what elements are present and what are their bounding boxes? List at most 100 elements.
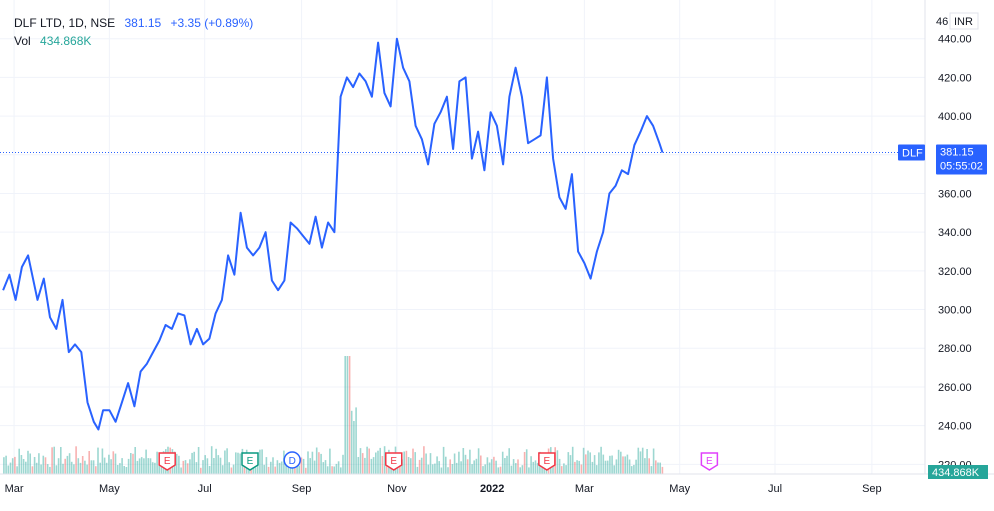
volume-bar [265,457,268,474]
volume-bar [449,459,451,474]
volume-bar [405,450,408,474]
volume-bar [340,467,342,474]
volume-bar [434,463,436,474]
volume-bar [585,454,587,474]
volume-bar [591,461,594,474]
volume-bar [149,458,152,474]
volume-bar [528,467,530,474]
volume-bar [574,461,576,474]
volume-bar [136,460,139,474]
volume-badge-label: 434.868K [932,467,980,479]
dividend-marker-icon[interactable]: D [283,451,301,469]
volume-bar [508,448,510,474]
volume-bar [250,467,252,474]
volume-bar [318,452,320,474]
split-marker-icon[interactable]: E [241,452,259,471]
volume-bar [652,448,655,474]
volume-bar [499,466,502,474]
volume-bar [189,459,191,474]
price-axis[interactable]: 220.00240.00260.00280.00300.00320.00340.… [938,34,972,472]
volume-bar [311,451,314,474]
volume-bar [307,451,309,474]
symbol-title[interactable]: DLF LTD, 1D, NSE [14,16,116,30]
volume-bar [86,464,88,474]
y-tick-label: 420.00 [938,72,972,84]
volume-bar [563,463,565,474]
volume-bar [486,457,489,474]
volume-bar [64,458,66,474]
volume-bar [18,448,20,474]
volume-bar [471,464,473,474]
volume-bar [361,453,364,474]
volume-bar [650,466,653,474]
volume-bar [576,460,578,474]
volume-badge: 434.868K [928,465,988,479]
volume-bar [595,465,598,474]
volume-bar [644,458,646,474]
volume-bar [633,464,635,474]
volume-bar [224,450,226,474]
volume-bar [598,452,600,474]
volume-bar [560,466,563,474]
volume-bar [639,451,642,474]
chart-legend: DLF LTD, 1D, NSE 381.15 +3.35 (+0.89%) V… [14,14,259,50]
volume-bar [407,457,410,474]
volume-bar [294,466,296,474]
volume-bar [259,449,261,474]
volume-bar [7,465,10,474]
volume-bar [326,466,329,474]
volume-bar [125,467,128,474]
volume-bar [182,460,185,474]
y-tick-label: 320.00 [938,266,972,278]
earnings-marker-icon[interactable]: E [700,452,719,471]
x-tick-label: Mar [575,483,594,495]
volume-bar [55,465,58,474]
volume-bar [302,458,305,474]
volume-bar [315,447,318,474]
volume-bar [42,455,45,474]
volume-bar [482,466,484,474]
volume-bar [344,356,346,474]
volume-bar [261,449,263,474]
volume-bar [484,464,486,474]
volume-bar [35,462,38,474]
volume-bar [103,457,106,474]
earnings-marker-icon[interactable]: E [538,452,556,471]
volume-bar [530,456,532,474]
volume-bar [9,462,12,474]
volume-bar [324,460,327,474]
volume-bar [151,462,154,474]
volume-bar [228,462,230,474]
price-line [2,37,664,431]
volume-bar [587,450,589,474]
volume-bar [130,453,132,474]
volume-bar [252,466,255,474]
volume-bar [604,460,607,474]
volume-bar [62,463,64,474]
earnings-marker-icon[interactable]: E [158,452,176,471]
volume-bar [123,466,125,474]
time-axis[interactable]: Mar May Jul Sep Nov 2022 Mar May Jul Sep [5,483,882,495]
volume-bar [622,456,624,474]
volume-bar [442,446,445,474]
volume-bar [134,447,136,474]
volume-bar [582,447,585,474]
currency-badge[interactable]: INR [954,16,973,28]
earnings-marker-icon[interactable]: E [385,452,403,471]
volume-bar [31,466,34,474]
currency-badge-box[interactable] [949,12,979,30]
volume-bar [480,455,482,474]
volume-bar [337,461,340,474]
volume-bar [73,464,75,474]
volume-bar [3,457,5,474]
volume-bar [219,457,222,474]
volume-bar [154,462,156,474]
volume-bar [475,458,478,474]
event-label: E [247,456,254,467]
volume-bar [624,456,626,474]
volume-bar [493,456,495,474]
volume-bar [22,459,25,474]
y-tick-label: 300.00 [938,305,972,317]
